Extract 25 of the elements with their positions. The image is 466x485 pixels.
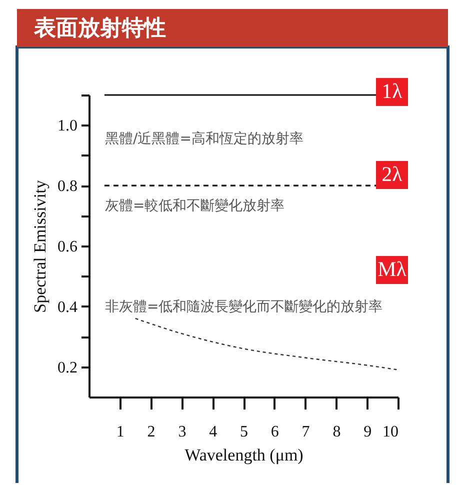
y-tick-label: 0.2 (58, 359, 78, 376)
y-tick-label: 1.0 (58, 118, 78, 135)
x-tick-label: 10 (382, 424, 398, 440)
annotation: 非灰體=低和隨波長變化而不斷變化的放射率 (105, 299, 383, 315)
x-tick-label: 6 (270, 424, 279, 440)
x-tick-label: 9 (364, 424, 372, 440)
annotation: 灰體=較低和不斷變化放射率 (105, 198, 285, 214)
annotation: 2λ (382, 162, 404, 186)
x-tick-label: 2 (147, 424, 156, 440)
line-series (134, 318, 399, 370)
x-tick-label: 3 (178, 424, 186, 440)
annotation: 1λ (382, 79, 404, 103)
x-tick-label: 8 (332, 424, 341, 440)
y-tick-label: 0.6 (58, 238, 78, 256)
x-axis-title: Wavelength (μm) (184, 446, 304, 464)
y-axis-title: Spectral Emissivity (30, 180, 50, 313)
x-tick-label: 7 (302, 424, 310, 440)
x-tick-label: 1 (116, 424, 124, 440)
y-tick-label: 0.4 (58, 298, 78, 316)
y-tick-label: 0.8 (58, 178, 78, 196)
x-tick-label: 5 (240, 424, 248, 440)
annotation: 黑體/近黑體=高和恆定的放射率 (105, 131, 304, 147)
annotation: Mλ (378, 257, 408, 281)
x-tick-label: 4 (209, 424, 218, 440)
chart-title: 表面放射特性 (33, 16, 166, 41)
